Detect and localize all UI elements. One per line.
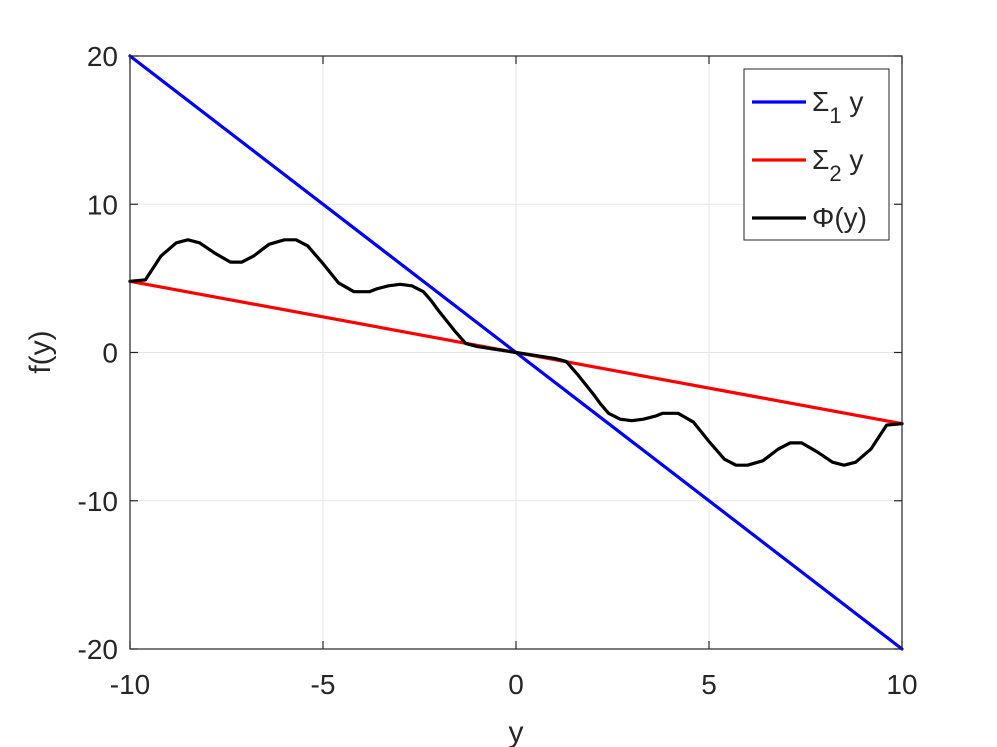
legend-box	[743, 68, 890, 241]
series-line-3	[128, 238, 904, 467]
y-tick-label: 0	[102, 338, 118, 369]
legend-symbol: Φ	[812, 202, 834, 233]
legend-suffix: y	[842, 86, 864, 117]
x-tick-label: 0	[508, 669, 524, 700]
legend-entry-2: Σ2 y	[812, 144, 863, 186]
legend-suffix: (y)	[834, 202, 867, 233]
y-tick-label: 10	[87, 189, 118, 220]
x-tick-labels: -10 -5 0 5 10	[110, 669, 918, 700]
x-axis-label: y	[509, 716, 524, 747]
x-tick-label: -10	[110, 669, 150, 700]
x-tick-label: 10	[886, 669, 917, 700]
y-tick-label: 20	[87, 41, 118, 72]
legend-symbol: Σ	[812, 86, 829, 117]
legend-subscript: 1	[829, 103, 841, 128]
legend-suffix: y	[842, 144, 864, 175]
y-axis-label: f(y)	[24, 330, 57, 373]
legend-entry-1: Σ1 y	[812, 86, 863, 128]
y-tick-labels: -20 -10 0 10 20	[78, 41, 118, 665]
legend-subscript: 2	[829, 161, 841, 186]
x-tick-label: 5	[701, 669, 717, 700]
y-tick-label: -10	[78, 486, 118, 517]
legend: Σ1 yΣ2 yΦ(y)	[743, 68, 890, 241]
y-tick-label: -20	[78, 634, 118, 665]
series-lines	[128, 54, 904, 651]
tick-marks	[129, 55, 903, 650]
x-tick-label: -5	[311, 669, 336, 700]
legend-entry-3: Φ(y)	[812, 202, 867, 233]
legend-symbol: Σ	[812, 144, 829, 175]
